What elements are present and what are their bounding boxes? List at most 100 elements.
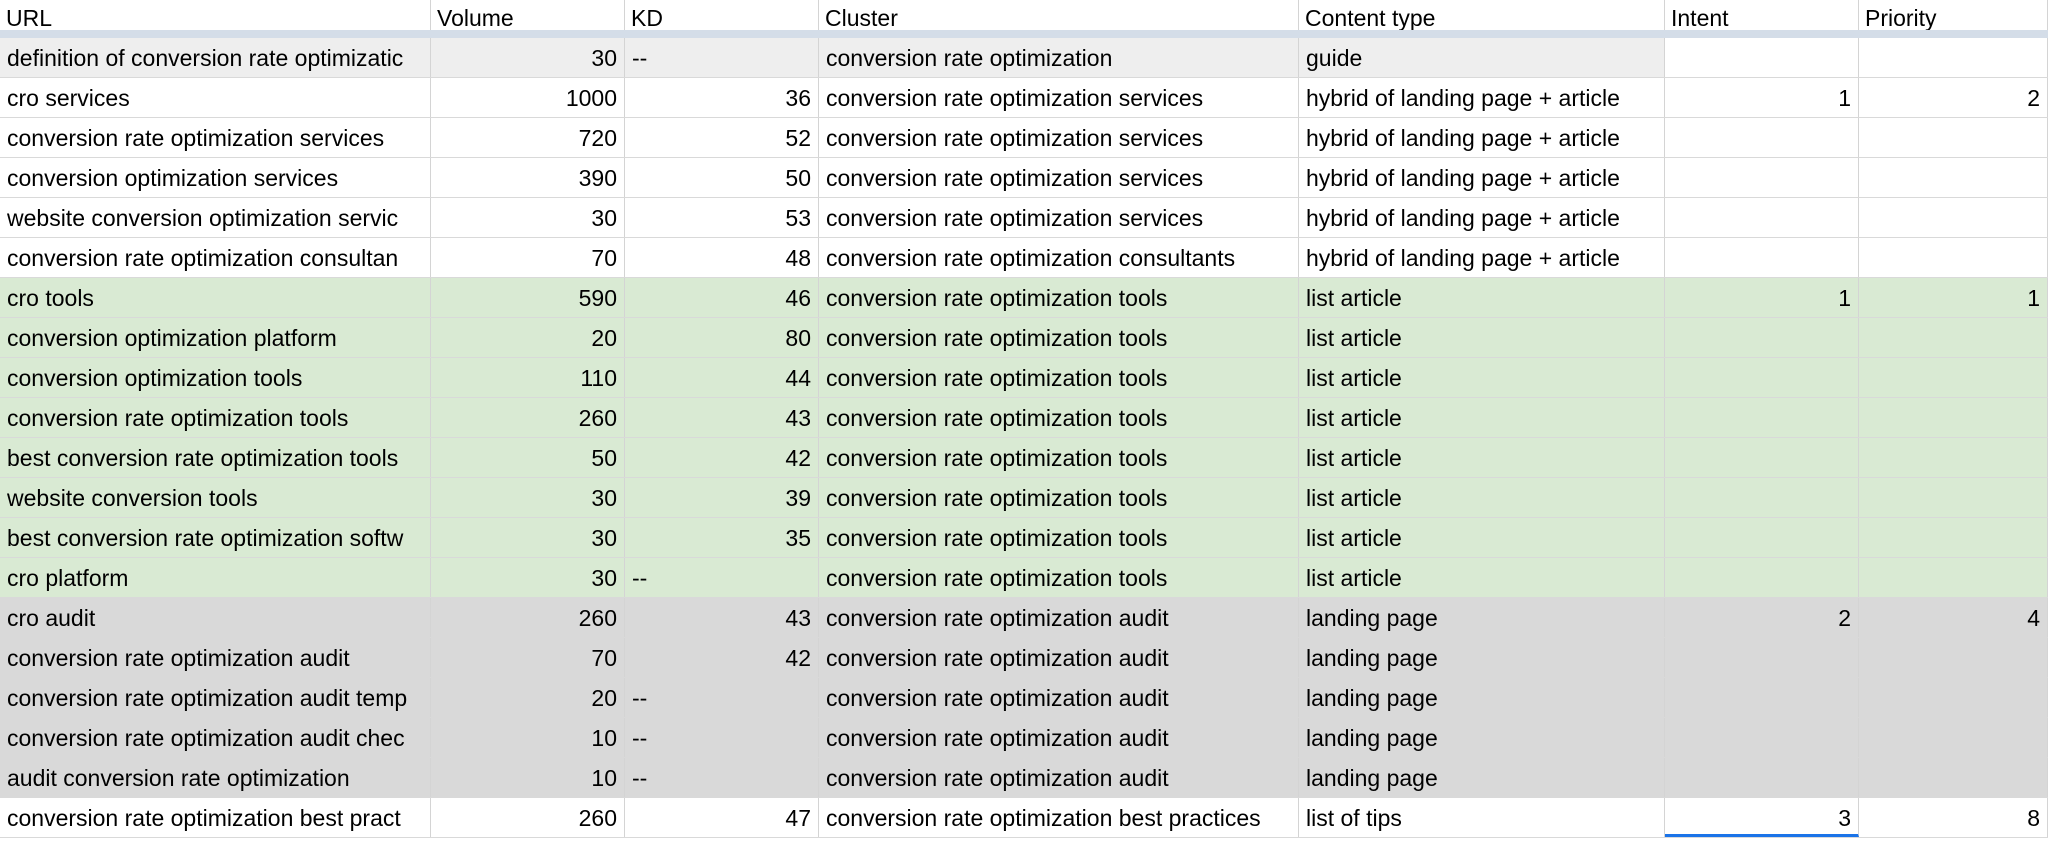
cell-url[interactable]: conversion rate optimization audit — [0, 638, 431, 677]
cell-content-type[interactable]: list article — [1299, 558, 1665, 597]
cell-kd[interactable]: 50 — [625, 158, 819, 197]
cell-url[interactable]: conversion optimization services — [0, 158, 431, 197]
cell-volume[interactable]: 390 — [431, 158, 625, 197]
cell-intent[interactable]: 1 — [1665, 78, 1859, 117]
cell-intent[interactable] — [1665, 198, 1859, 237]
cell-content-type[interactable]: hybrid of landing page + article — [1299, 238, 1665, 277]
cell-cluster[interactable]: conversion rate optimization services — [819, 118, 1299, 157]
cell-priority[interactable] — [1859, 558, 2048, 597]
cell-kd[interactable]: -- — [625, 758, 819, 797]
cell-volume[interactable]: 50 — [431, 438, 625, 477]
cell-priority[interactable] — [1859, 318, 2048, 357]
cell-cluster[interactable]: conversion rate optimization consultants — [819, 238, 1299, 277]
cell-cluster[interactable]: conversion rate optimization services — [819, 198, 1299, 237]
cell-kd[interactable]: 36 — [625, 78, 819, 117]
cell-intent[interactable] — [1665, 438, 1859, 477]
cell-kd[interactable]: 52 — [625, 118, 819, 157]
cell-intent[interactable] — [1665, 358, 1859, 397]
cell-priority[interactable] — [1859, 478, 2048, 517]
cell-volume[interactable]: 720 — [431, 118, 625, 157]
column-header-volume[interactable]: Volume — [431, 0, 625, 30]
cell-url[interactable]: cro audit — [0, 598, 431, 637]
cell-cluster[interactable]: conversion rate optimization tools — [819, 558, 1299, 597]
cell-cluster[interactable]: conversion rate optimization tools — [819, 318, 1299, 357]
cell-priority[interactable] — [1859, 438, 2048, 477]
cell-intent[interactable] — [1665, 758, 1859, 797]
cell-content-type[interactable]: landing page — [1299, 758, 1665, 797]
cell-url[interactable]: conversion rate optimization best pract — [0, 798, 431, 837]
cell-content-type[interactable]: hybrid of landing page + article — [1299, 78, 1665, 117]
cell-content-type[interactable]: list article — [1299, 358, 1665, 397]
cell-intent[interactable]: 1 — [1665, 278, 1859, 317]
cell-cluster[interactable]: conversion rate optimization tools — [819, 358, 1299, 397]
cell-volume[interactable]: 110 — [431, 358, 625, 397]
cell-cluster[interactable]: conversion rate optimization audit — [819, 718, 1299, 757]
cell-content-type[interactable]: hybrid of landing page + article — [1299, 198, 1665, 237]
cell-volume[interactable]: 30 — [431, 558, 625, 597]
cell-kd[interactable]: 42 — [625, 638, 819, 677]
cell-priority[interactable]: 8 — [1859, 798, 2048, 837]
cell-cluster[interactable]: conversion rate optimization services — [819, 78, 1299, 117]
cell-url[interactable]: website conversion optimization servic — [0, 198, 431, 237]
cell-volume[interactable]: 10 — [431, 718, 625, 757]
cell-volume[interactable]: 20 — [431, 678, 625, 717]
column-header-url[interactable]: URL — [0, 0, 431, 30]
cell-volume[interactable]: 20 — [431, 318, 625, 357]
cell-kd[interactable]: 53 — [625, 198, 819, 237]
cell-priority[interactable]: 1 — [1859, 278, 2048, 317]
cell-content-type[interactable]: list article — [1299, 278, 1665, 317]
cell-content-type[interactable]: landing page — [1299, 598, 1665, 637]
cell-kd[interactable]: -- — [625, 38, 819, 77]
cell-priority[interactable] — [1859, 518, 2048, 557]
cell-kd[interactable]: 48 — [625, 238, 819, 277]
cell-volume[interactable]: 30 — [431, 38, 625, 77]
cell-content-type[interactable]: list of tips — [1299, 798, 1665, 837]
cell-cluster[interactable]: conversion rate optimization — [819, 38, 1299, 77]
cell-url[interactable]: audit conversion rate optimization — [0, 758, 431, 797]
column-header-content-type[interactable]: Content type — [1299, 0, 1665, 30]
cell-volume[interactable]: 30 — [431, 198, 625, 237]
column-header-cluster[interactable]: Cluster — [819, 0, 1299, 30]
cell-priority[interactable] — [1859, 718, 2048, 757]
cell-kd[interactable]: 42 — [625, 438, 819, 477]
cell-content-type[interactable]: guide — [1299, 38, 1665, 77]
cell-intent[interactable] — [1665, 318, 1859, 357]
cell-url[interactable]: cro tools — [0, 278, 431, 317]
cell-url[interactable]: conversion optimization tools — [0, 358, 431, 397]
cell-kd[interactable]: 43 — [625, 398, 819, 437]
cell-content-type[interactable]: hybrid of landing page + article — [1299, 118, 1665, 157]
cell-volume[interactable]: 590 — [431, 278, 625, 317]
cell-content-type[interactable]: list article — [1299, 518, 1665, 557]
cell-priority[interactable] — [1859, 398, 2048, 437]
cell-cluster[interactable]: conversion rate optimization audit — [819, 758, 1299, 797]
cell-kd[interactable]: 39 — [625, 478, 819, 517]
cell-kd[interactable]: 44 — [625, 358, 819, 397]
cell-priority[interactable] — [1859, 358, 2048, 397]
cell-url[interactable]: best conversion rate optimization softw — [0, 518, 431, 557]
cell-cluster[interactable]: conversion rate optimization audit — [819, 598, 1299, 637]
cell-intent[interactable] — [1665, 158, 1859, 197]
cell-url[interactable]: conversion rate optimization audit chec — [0, 718, 431, 757]
cell-priority[interactable]: 2 — [1859, 78, 2048, 117]
cell-url[interactable]: cro services — [0, 78, 431, 117]
cell-url[interactable]: conversion rate optimization services — [0, 118, 431, 157]
cell-priority[interactable] — [1859, 638, 2048, 677]
cell-cluster[interactable]: conversion rate optimization tools — [819, 398, 1299, 437]
cell-url[interactable]: conversion rate optimization tools — [0, 398, 431, 437]
cell-kd[interactable]: 35 — [625, 518, 819, 557]
cell-intent[interactable] — [1665, 518, 1859, 557]
cell-content-type[interactable]: list article — [1299, 438, 1665, 477]
cell-intent[interactable] — [1665, 678, 1859, 717]
cell-volume[interactable]: 260 — [431, 398, 625, 437]
cell-priority[interactable] — [1859, 38, 2048, 77]
cell-intent[interactable]: 3 — [1665, 798, 1859, 837]
cell-cluster[interactable]: conversion rate optimization tools — [819, 438, 1299, 477]
cell-kd[interactable]: 46 — [625, 278, 819, 317]
cell-priority[interactable] — [1859, 158, 2048, 197]
cell-intent[interactable] — [1665, 638, 1859, 677]
cell-kd[interactable]: 80 — [625, 318, 819, 357]
cell-cluster[interactable]: conversion rate optimization audit — [819, 678, 1299, 717]
cell-content-type[interactable]: landing page — [1299, 638, 1665, 677]
cell-cluster[interactable]: conversion rate optimization tools — [819, 478, 1299, 517]
cell-kd[interactable]: 43 — [625, 598, 819, 637]
